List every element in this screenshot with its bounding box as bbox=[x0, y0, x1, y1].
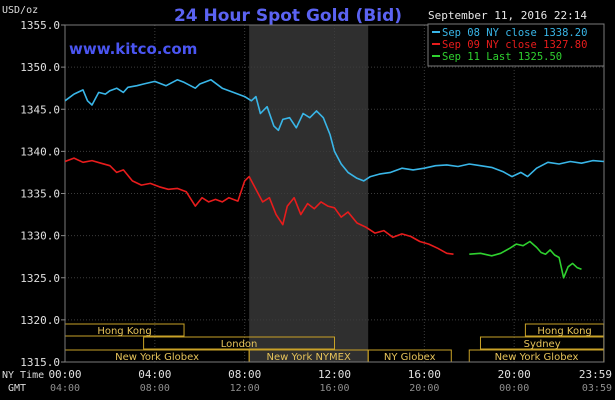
session-label: London bbox=[221, 339, 258, 350]
y-tick-label: 1330.0 bbox=[20, 230, 60, 243]
y-tick-label: 1355.0 bbox=[20, 19, 60, 32]
x-axis-ticks: 00:00 04:00 04:00 08:00 08:00 12:00 12:00 16:00… bbox=[48, 368, 612, 394]
grid-lines bbox=[65, 24, 604, 363]
series-lines bbox=[65, 79, 604, 279]
x-tick-label-gmt: 16:00 bbox=[319, 383, 349, 394]
gmt-label: GMT bbox=[8, 383, 26, 394]
x-tick-label-ny: 16:00 bbox=[408, 368, 441, 381]
y-axis-unit: USD/oz bbox=[2, 5, 38, 16]
series-line-2 bbox=[65, 157, 454, 255]
x-tick-label-ny: 00:00 bbox=[48, 368, 81, 381]
x-tick-label-gmt: 00:00 bbox=[499, 383, 529, 394]
legend-entry: Sep 11 Last 1325.50 bbox=[442, 51, 562, 63]
watermark-url: www.kitco.com bbox=[69, 40, 197, 58]
timestamp: September 11, 2016 22:14 bbox=[428, 9, 587, 22]
y-tick-label: 1320.0 bbox=[20, 314, 60, 327]
session-label: New York NYMEX bbox=[266, 352, 351, 363]
session-label: NY Globex bbox=[384, 352, 436, 363]
x-tick-label-ny: 08:00 bbox=[228, 368, 261, 381]
series-line-1 bbox=[65, 79, 604, 182]
session-label: New York Globex bbox=[115, 352, 199, 363]
session-label: Sydney bbox=[524, 339, 561, 350]
x-tick-label-ny: 23:59 bbox=[579, 368, 612, 381]
session-label: New York Globex bbox=[495, 352, 579, 363]
legend-box bbox=[427, 23, 605, 67]
x-tick-label-gmt: 20:00 bbox=[409, 383, 439, 394]
chart-title: 24 Hour Spot Gold (Bid) bbox=[174, 6, 402, 26]
y-tick-label: 1345.0 bbox=[20, 103, 60, 116]
x-tick-label-ny: 12:00 bbox=[318, 368, 351, 381]
session-label: Hong Kong bbox=[537, 326, 591, 337]
session-box bbox=[143, 336, 335, 350]
y-tick-label: 1340.0 bbox=[20, 145, 60, 158]
session-label: Hong Kong bbox=[97, 326, 151, 337]
legend-entry: Sep 09 NY close 1327.80 bbox=[442, 39, 587, 51]
legend-entry: Sep 08 NY close 1338.20 bbox=[442, 27, 587, 39]
x-tick-label-ny: 20:00 bbox=[498, 368, 531, 381]
x-tick-label-gmt: 03:59 bbox=[582, 383, 612, 394]
y-tick-label: 1350.0 bbox=[20, 61, 60, 74]
y-tick-label: 1335.0 bbox=[20, 188, 60, 201]
y-tick-label: 1325.0 bbox=[20, 272, 60, 285]
x-tick-label-gmt: 12:00 bbox=[230, 383, 260, 394]
x-tick-label-gmt: 08:00 bbox=[140, 383, 170, 394]
series-line-3 bbox=[469, 240, 582, 279]
x-tick-label-ny: 04:00 bbox=[138, 368, 171, 381]
ny-time-label: NY Time bbox=[2, 370, 44, 381]
y-tick-label: 1315.0 bbox=[20, 356, 60, 369]
y-axis-ticks: 1315.0 1320.0 1325.0 1330.0 1335.0 1340.0 1345… bbox=[20, 19, 65, 369]
x-tick-label-gmt: 04:00 bbox=[50, 383, 80, 394]
